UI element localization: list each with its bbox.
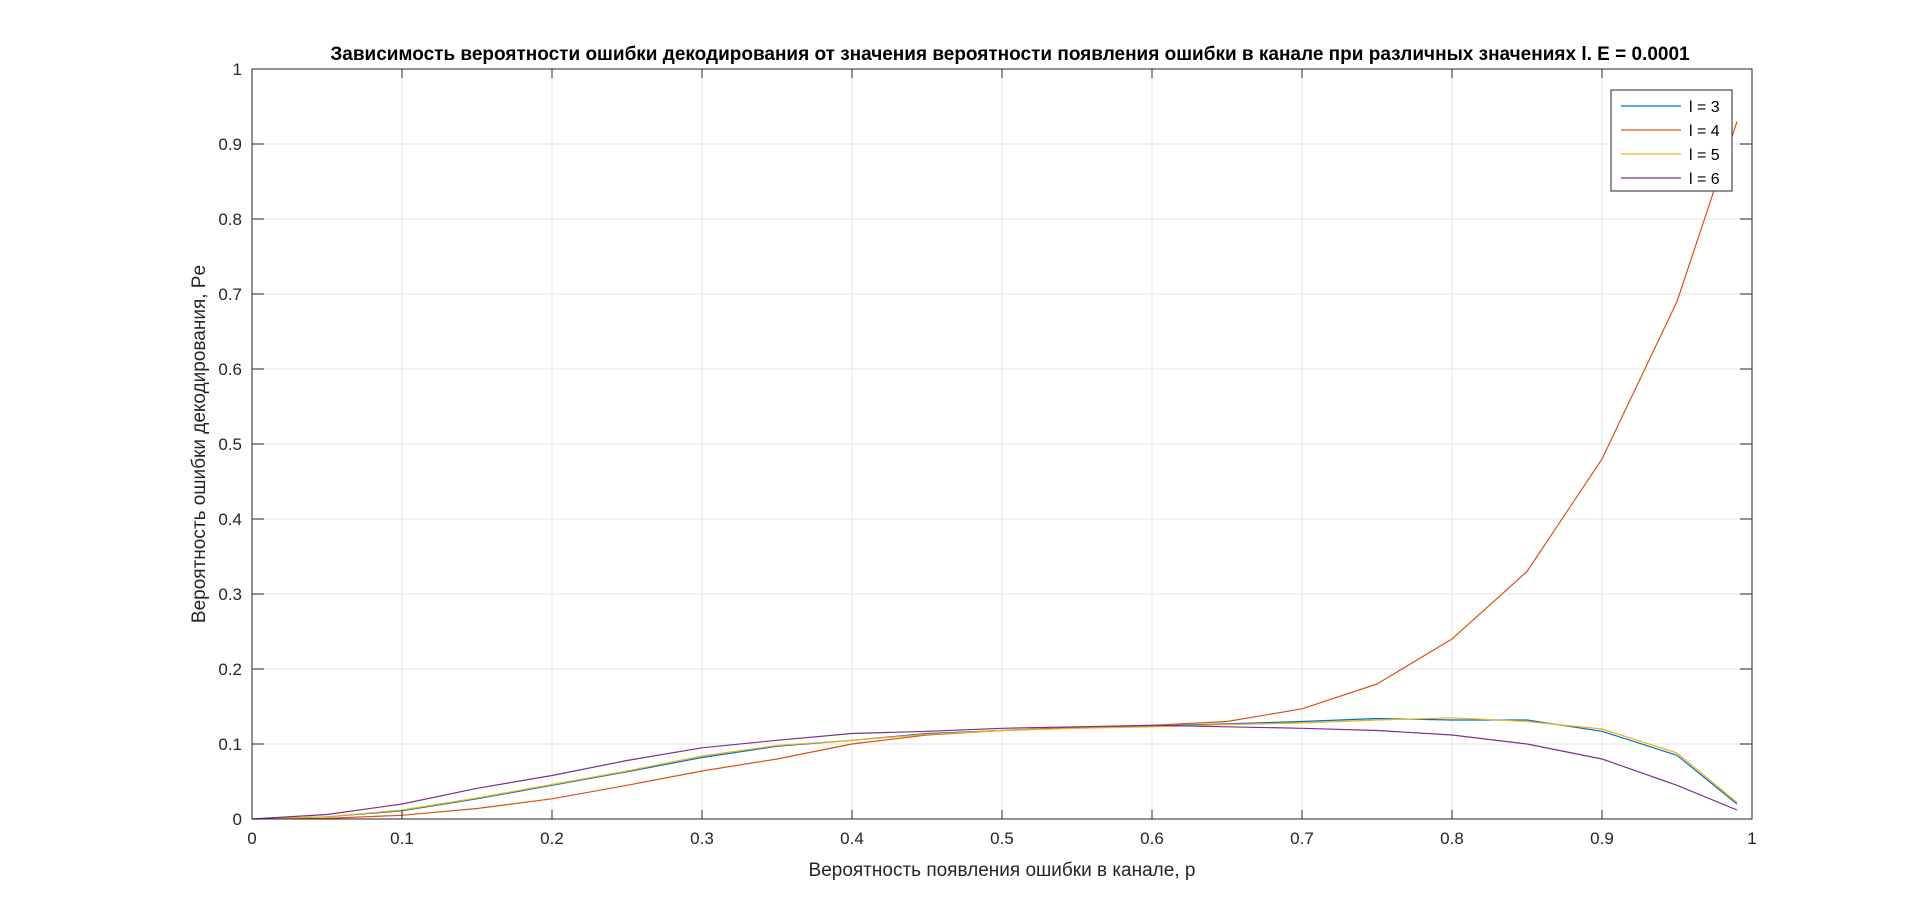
y-tick-label: 0 (233, 810, 242, 829)
legend-box (1610, 89, 1733, 192)
y-axis-label: Вероятность ошибки декодирования, Pe (189, 265, 210, 623)
legend-label: l = 5 (1689, 147, 1720, 164)
x-tick-label: 0.2 (540, 829, 564, 848)
y-tick-label: 0.8 (218, 210, 242, 229)
x-tick-label: 0 (247, 829, 256, 848)
y-tick-label: 0.5 (218, 435, 242, 454)
x-tick-label: 1 (1747, 829, 1756, 848)
legend-label: l = 4 (1689, 123, 1720, 140)
x-tick-label: 0.1 (390, 829, 414, 848)
legend-label: l = 6 (1689, 171, 1720, 188)
series-line-5 (251, 717, 1738, 820)
y-tick-label: 0.1 (218, 735, 242, 754)
legend[interactable]: l = 3 l = 4 l = 5 l = 6 (1610, 89, 1733, 192)
legend-label: l = 3 (1689, 99, 1720, 116)
y-tick-label: 0.9 (218, 135, 242, 154)
series-layer (251, 121, 1738, 820)
grid (252, 69, 1752, 819)
series-line-6 (251, 724, 1738, 820)
x-tick-label: 0.8 (1440, 829, 1464, 848)
y-tick-label: 0.6 (218, 360, 242, 379)
chart-title: Зависимость вероятности ошибки декодиров… (330, 44, 1690, 65)
x-tick-label: 0.4 (840, 829, 864, 848)
y-tick-label: 0.7 (218, 285, 242, 304)
plot-area: 0 0.1 0.2 0.3 0.4 0.5 0.6 0.7 0.8 0.9 1 0 0.1 0.2 0.3 0… (218, 60, 1756, 848)
x-tick-label: 0.3 (690, 829, 714, 848)
x-tick-label: 0.9 (1590, 829, 1614, 848)
x-tick-label: 0.5 (990, 829, 1014, 848)
y-tick-label: 0.4 (218, 510, 242, 529)
legend-items: l = 3 l = 4 l = 5 l = 6 (1621, 99, 1720, 188)
y-tick-label: 1 (233, 60, 242, 79)
x-axis-label: Вероятность появления ошибки в канале, p (809, 860, 1196, 881)
x-tick-label: 0.7 (1290, 829, 1314, 848)
y-tick-label: 0.3 (218, 585, 242, 604)
ticks: 0 0.1 0.2 0.3 0.4 0.5 0.6 0.7 0.8 0.9 1 0 0.1 0.2 0.3 0… (218, 60, 1756, 848)
y-tick-label: 0.2 (218, 660, 242, 679)
x-tick-label: 0.6 (1140, 829, 1164, 848)
